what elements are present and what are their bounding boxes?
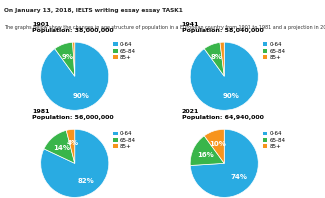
Text: 74%: 74% [231,174,248,180]
Text: 16%: 16% [197,152,214,158]
Text: 2021
Population: 64,940,000: 2021 Population: 64,940,000 [182,109,264,120]
Legend: 0-64, 65-84, 85+: 0-64, 65-84, 85+ [113,42,136,60]
Wedge shape [41,129,109,197]
Text: 4%: 4% [66,140,78,146]
Text: 90%: 90% [222,93,239,99]
Wedge shape [190,136,224,166]
Wedge shape [55,42,75,76]
Text: The graphs below show the changes in age structure of population in a European c: The graphs below show the changes in age… [4,25,325,30]
Text: 1981
Population: 56,000,000: 1981 Population: 56,000,000 [32,109,114,120]
Wedge shape [220,42,224,76]
Text: 1941
Population: 58,040,000: 1941 Population: 58,040,000 [182,22,264,33]
Wedge shape [44,130,75,163]
Wedge shape [204,129,224,163]
Wedge shape [66,129,75,163]
Text: 90%: 90% [72,93,89,99]
Legend: 0-64, 65-84, 85+: 0-64, 65-84, 85+ [263,131,285,149]
Text: 9%: 9% [62,54,74,60]
Wedge shape [190,42,258,110]
Text: 82%: 82% [77,178,94,184]
Text: 14%: 14% [53,145,70,151]
Wedge shape [190,129,258,197]
Text: 1901
Population: 38,000,000: 1901 Population: 38,000,000 [32,22,114,33]
Text: 10%: 10% [210,141,227,147]
Legend: 0-64, 65-84, 85+: 0-64, 65-84, 85+ [263,42,285,60]
Text: 8%: 8% [211,54,223,60]
Wedge shape [72,42,75,76]
Wedge shape [204,42,224,76]
Wedge shape [41,42,109,110]
Text: On January 13, 2018, IELTS writing essay essay TASK1: On January 13, 2018, IELTS writing essay… [4,8,183,13]
Legend: 0-64, 65-84, 85+: 0-64, 65-84, 85+ [113,131,136,149]
